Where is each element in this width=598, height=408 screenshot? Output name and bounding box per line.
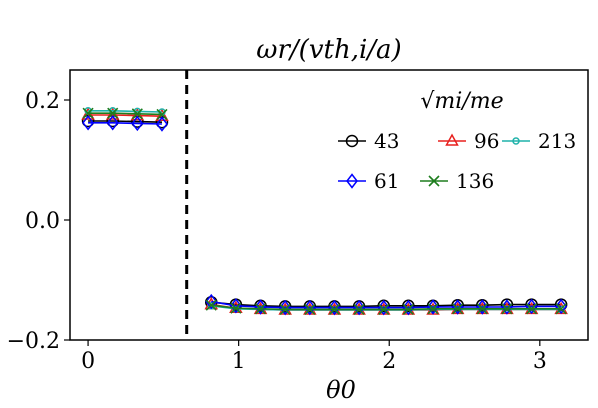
y-tick-label: −0.2 xyxy=(7,329,60,354)
data-point-136 xyxy=(82,107,94,119)
data-point-136 xyxy=(525,303,538,315)
legend-label: 61 xyxy=(374,169,399,193)
plot-frame xyxy=(69,69,589,341)
legend-swatch-marker xyxy=(512,137,520,145)
data-point-96 xyxy=(155,108,169,121)
legend-label: 213 xyxy=(538,129,576,153)
data-point-136 xyxy=(476,303,488,315)
data-point-136 xyxy=(304,303,316,315)
data-point-136 xyxy=(353,303,365,315)
y-tick-label: 0.0 xyxy=(25,209,60,234)
data-point-136 xyxy=(501,303,513,315)
data-point-61 xyxy=(555,298,568,315)
legend-swatch-marker xyxy=(428,175,440,187)
x-tick-label: 0 xyxy=(81,349,95,374)
data-point-136 xyxy=(452,303,464,315)
series-line-61 xyxy=(88,122,162,125)
data-point-61 xyxy=(525,298,538,315)
data-point-136 xyxy=(378,303,390,315)
data-point-61 xyxy=(106,115,119,131)
legend-label: 136 xyxy=(456,169,494,193)
series-line-43 xyxy=(211,301,562,308)
x-tick-label: 2 xyxy=(382,349,396,374)
legend-swatch-marker xyxy=(445,133,459,146)
legend-entry-213: 213 xyxy=(502,129,576,153)
data-point-136 xyxy=(107,107,119,119)
data-point-136 xyxy=(427,303,439,315)
data-point-136 xyxy=(279,303,291,315)
y-tick-label: 0.2 xyxy=(25,89,60,114)
data-point-61 xyxy=(131,115,144,132)
data-point-61 xyxy=(156,116,168,132)
x-tick-label: 3 xyxy=(533,349,547,374)
series-line-96 xyxy=(88,114,162,117)
legend-entry-96: 96 xyxy=(438,129,499,153)
data-point-136 xyxy=(156,108,168,120)
data-point-61 xyxy=(205,293,218,310)
legend-title: √mi/me xyxy=(420,89,503,114)
x-tick-label: 1 xyxy=(232,349,246,374)
legend-label: 43 xyxy=(374,129,399,153)
data-point-136 xyxy=(131,108,143,120)
legend-label: 96 xyxy=(474,129,499,153)
series-line-43 xyxy=(88,120,162,123)
chart-title: ωr/(vth,i/a) xyxy=(256,35,401,65)
data-point-61 xyxy=(82,115,95,131)
series-line-61 xyxy=(211,300,562,309)
legend: √mi/me 43 96 213 61 136 xyxy=(338,89,576,193)
legend-swatch-marker xyxy=(346,173,358,189)
data-point-136 xyxy=(555,303,567,315)
axes-layer: 0 1 2 3 −0.2 0.0 0.2 ωr/(vth,i/a) θ0 xyxy=(7,35,547,404)
x-axis-label: θ0 xyxy=(326,376,356,404)
legend-entry-136: 136 xyxy=(420,169,494,193)
data-point-136 xyxy=(254,303,267,315)
data-point-136 xyxy=(328,303,341,315)
series-line-136 xyxy=(88,112,162,116)
series-line-213 xyxy=(88,110,162,113)
plot-layer xyxy=(81,70,568,340)
legend-swatch-marker xyxy=(345,134,359,148)
legend-entry-43: 43 xyxy=(338,129,399,153)
data-point-136 xyxy=(230,302,242,314)
legend-entry-61: 61 xyxy=(338,169,399,193)
data-point-61 xyxy=(229,298,242,314)
series-136 xyxy=(82,107,567,315)
data-point-136 xyxy=(402,303,414,315)
data-point-136 xyxy=(205,299,217,311)
